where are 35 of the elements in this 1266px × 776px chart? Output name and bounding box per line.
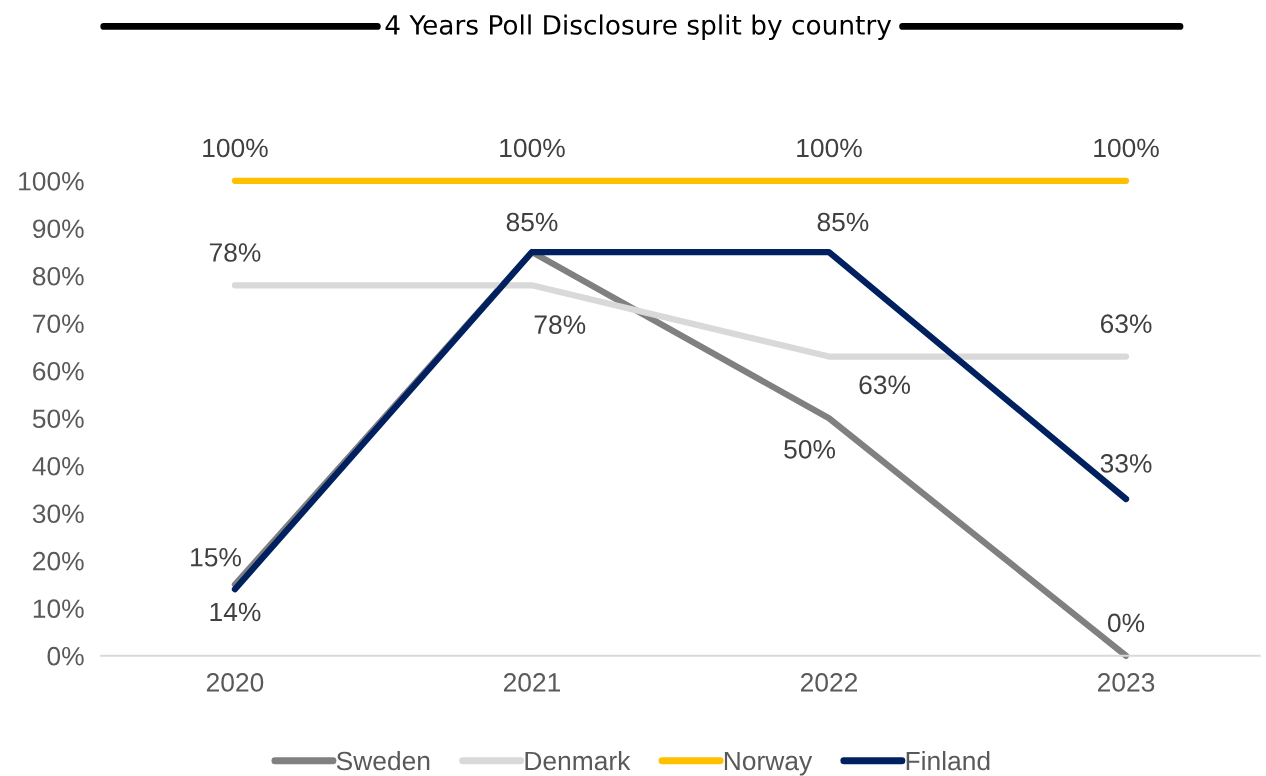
data-label: 78% — [534, 315, 586, 335]
legend-label: Norway — [724, 751, 813, 776]
legend-label: Sweden — [336, 750, 430, 771]
data-label: 85% — [817, 212, 869, 232]
data-label: 15% — [191, 548, 241, 567]
y-tick-label: 80% — [32, 266, 84, 286]
y-tick-label: 20% — [33, 551, 84, 571]
data-label: 85% — [506, 212, 558, 232]
data-label: 0% — [1107, 613, 1145, 633]
y-tick-label: 10% — [33, 599, 84, 619]
data-label: 50% — [784, 439, 836, 459]
chart-title: 4 Years Poll Disclosure split by country — [385, 14, 892, 40]
y-tick-label: 60% — [33, 361, 84, 381]
y-tick-label: 30% — [32, 504, 84, 524]
data-label: 63% — [1100, 314, 1152, 334]
legend-label: Finland — [906, 750, 990, 771]
data-label: 100% — [500, 138, 565, 158]
data-label: 33% — [1100, 454, 1152, 473]
y-tick-label: 50% — [32, 409, 84, 429]
x-tick-label: 2021 — [503, 673, 561, 692]
data-label: 78% — [209, 243, 261, 262]
y-tick-label: 70% — [33, 314, 84, 334]
y-tick-label: 0% — [47, 646, 84, 666]
data-label: 63% — [859, 375, 911, 395]
legend-label: Denmark — [525, 750, 631, 771]
data-label: 100% — [203, 138, 268, 158]
x-tick-label: 2023 — [1097, 673, 1155, 692]
y-tick-label: 90% — [33, 219, 84, 239]
y-tick-label: 40% — [32, 456, 84, 476]
x-tick-label: 2020 — [206, 673, 264, 692]
data-label: 14% — [210, 602, 261, 622]
y-tick-label: 100% — [19, 171, 84, 191]
data-label: 100% — [1094, 138, 1159, 158]
x-tick-label: 2022 — [800, 673, 858, 692]
data-label: 100% — [797, 138, 862, 158]
